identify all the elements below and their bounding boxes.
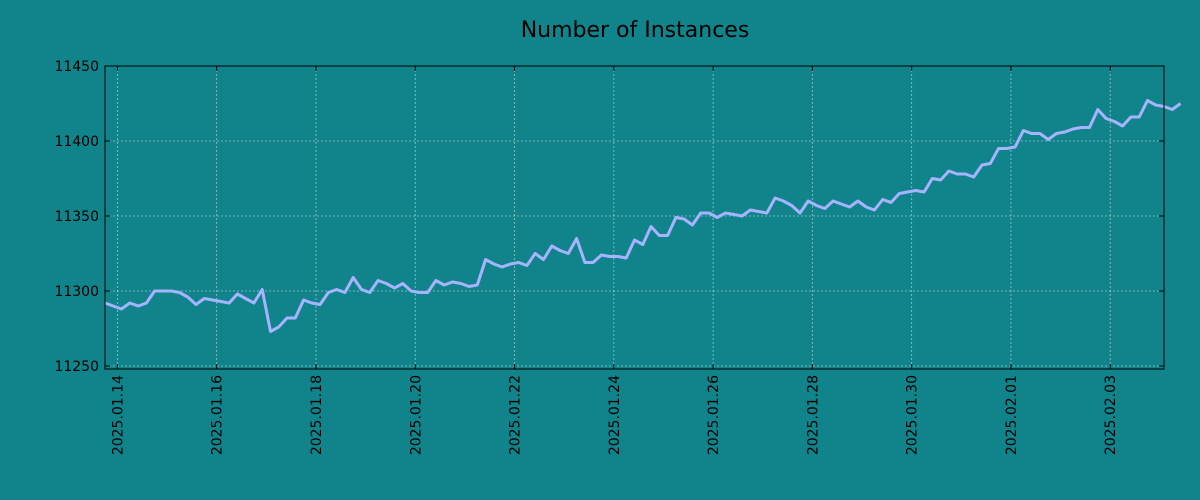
- x-tick-label: 2025.01.14: [110, 375, 126, 455]
- y-axis: 11250 11300 11350 11400 11450: [54, 59, 1164, 375]
- series-line: [104, 99, 1182, 333]
- x-tick-label: 2025.01.30: [905, 375, 921, 455]
- x-tick-label: 2025.01.20: [408, 375, 424, 455]
- x-tick-label: 2025.02.01: [1004, 375, 1020, 455]
- x-tick-label: 2025.01.16: [210, 375, 226, 455]
- series-layer: [104, 99, 1182, 333]
- y-tick-label: 11400: [54, 134, 99, 150]
- x-tick-label: 2025.01.26: [706, 375, 722, 455]
- chart-title: Number of Instances: [521, 18, 750, 43]
- x-tick-label: 2025.02.03: [1103, 375, 1119, 455]
- x-tick-label: 2025.01.24: [607, 375, 623, 455]
- x-tick-label: 2025.01.22: [508, 375, 524, 455]
- y-tick-label: 11250: [54, 359, 99, 375]
- plot-frame: [104, 65, 1165, 370]
- y-tick-label: 11350: [54, 209, 99, 225]
- y-tick-label: 11450: [54, 59, 99, 75]
- x-tick-label: 2025.01.18: [309, 375, 325, 455]
- x-axis: 2025.01.14 2025.01.16 2025.01.18 2025.01.20…: [110, 66, 1119, 455]
- y-tick-label: 11300: [54, 284, 99, 300]
- x-tick-label: 2025.01.28: [805, 375, 821, 455]
- grid-lines: [105, 65, 1164, 369]
